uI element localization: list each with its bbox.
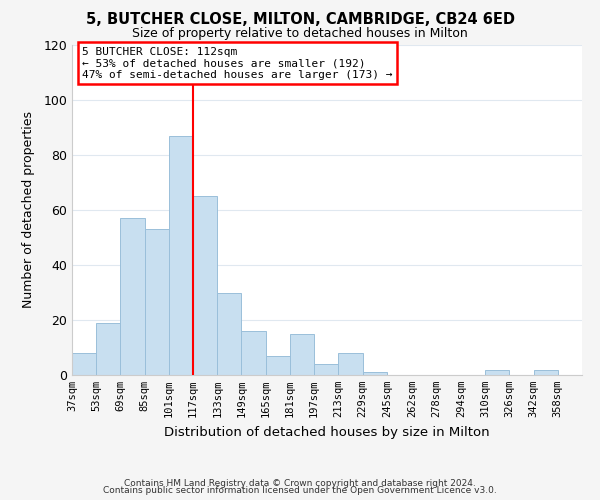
Text: Size of property relative to detached houses in Milton: Size of property relative to detached ho… bbox=[132, 28, 468, 40]
Bar bbox=[533, 370, 558, 375]
Bar bbox=[266, 356, 290, 375]
Text: Contains HM Land Registry data © Crown copyright and database right 2024.: Contains HM Land Registry data © Crown c… bbox=[124, 478, 476, 488]
Bar bbox=[193, 196, 217, 375]
Bar bbox=[485, 370, 509, 375]
Bar bbox=[145, 229, 169, 375]
Bar bbox=[362, 372, 387, 375]
X-axis label: Distribution of detached houses by size in Milton: Distribution of detached houses by size … bbox=[164, 426, 490, 438]
Bar bbox=[121, 218, 145, 375]
Bar bbox=[290, 334, 314, 375]
Text: 5 BUTCHER CLOSE: 112sqm
← 53% of detached houses are smaller (192)
47% of semi-d: 5 BUTCHER CLOSE: 112sqm ← 53% of detache… bbox=[82, 46, 392, 80]
Bar bbox=[169, 136, 193, 375]
Bar bbox=[217, 292, 241, 375]
Bar bbox=[72, 353, 96, 375]
Bar bbox=[241, 331, 266, 375]
Bar bbox=[314, 364, 338, 375]
Y-axis label: Number of detached properties: Number of detached properties bbox=[22, 112, 35, 308]
Bar bbox=[338, 353, 362, 375]
Text: Contains public sector information licensed under the Open Government Licence v3: Contains public sector information licen… bbox=[103, 486, 497, 495]
Text: 5, BUTCHER CLOSE, MILTON, CAMBRIDGE, CB24 6ED: 5, BUTCHER CLOSE, MILTON, CAMBRIDGE, CB2… bbox=[86, 12, 515, 28]
Bar bbox=[96, 323, 121, 375]
